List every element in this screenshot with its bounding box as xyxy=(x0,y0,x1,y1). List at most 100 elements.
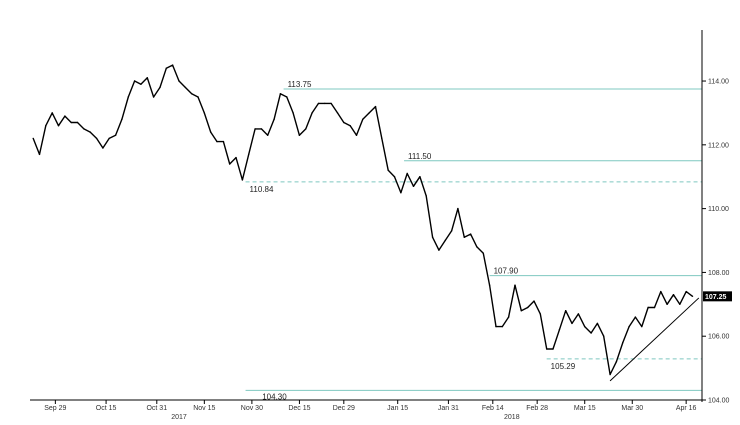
price-point-23 xyxy=(178,80,180,82)
price-point-74 xyxy=(501,325,503,328)
y-tick-label-0: 104.00 xyxy=(708,398,730,405)
level-label-3: 107.90 xyxy=(494,267,519,276)
price-point-79 xyxy=(533,300,535,302)
level-label-2: 110.84 xyxy=(250,185,274,194)
level-label-1: 111.50 xyxy=(408,152,432,161)
price-point-32 xyxy=(235,156,237,159)
price-point-104 xyxy=(691,295,694,297)
last-value-label: 107.25 xyxy=(705,294,727,301)
year-label-0: 2017 xyxy=(171,414,187,421)
x-tick-label-3: Nov 15 xyxy=(193,405,215,412)
y-tick-label-1: 106.00 xyxy=(708,334,730,341)
price-point-90 xyxy=(603,335,605,337)
price-point-41 xyxy=(292,112,294,114)
price-point-21 xyxy=(165,67,167,70)
price-point-60 xyxy=(412,185,415,187)
x-tick-label-0: Sep 29 xyxy=(44,405,66,412)
price-point-87 xyxy=(584,325,586,328)
price-point-28 xyxy=(210,131,212,133)
price-point-55 xyxy=(381,137,383,140)
price-point-48 xyxy=(336,112,339,114)
price-point-45 xyxy=(317,102,320,105)
price-point-35 xyxy=(254,128,256,130)
price-point-46 xyxy=(324,102,326,105)
x-tick-label-11: Mar 15 xyxy=(574,405,596,412)
price-point-8 xyxy=(83,128,85,130)
price-point-69 xyxy=(469,233,472,235)
x-tick-label-5: Dec 15 xyxy=(288,405,310,412)
price-point-37 xyxy=(267,134,269,136)
price-point-31 xyxy=(229,163,231,165)
price-point-80 xyxy=(539,313,541,315)
x-tick-label-1: Oct 15 xyxy=(96,405,117,412)
price-point-75 xyxy=(507,316,510,318)
price-point-5 xyxy=(64,115,66,117)
price-point-26 xyxy=(197,96,199,98)
price-point-78 xyxy=(527,306,529,309)
y-tick-label-4: 112.00 xyxy=(708,142,729,149)
price-point-52 xyxy=(362,118,364,121)
price-point-67 xyxy=(457,207,459,210)
x-tick-label-2: Oct 31 xyxy=(146,405,167,412)
price-point-84 xyxy=(565,310,567,312)
price-point-101 xyxy=(672,294,675,296)
price-point-11 xyxy=(102,147,104,149)
price-point-97 xyxy=(647,306,649,309)
price-point-19 xyxy=(152,96,155,98)
price-point-17 xyxy=(140,83,142,85)
price-point-86 xyxy=(577,313,580,315)
price-point-51 xyxy=(355,134,358,136)
price-point-53 xyxy=(368,112,370,114)
price-point-9 xyxy=(89,131,91,133)
price-point-15 xyxy=(127,96,129,98)
price-point-40 xyxy=(286,96,288,98)
price-point-18 xyxy=(146,77,148,79)
price-point-92 xyxy=(615,361,618,363)
price-point-70 xyxy=(476,246,478,248)
price-point-95 xyxy=(634,316,637,318)
x-tick-label-13: Apr 16 xyxy=(676,405,697,412)
price-point-85 xyxy=(571,322,573,325)
price-point-96 xyxy=(641,325,643,328)
price-point-82 xyxy=(552,348,554,350)
price-point-88 xyxy=(590,332,592,334)
price-series-line-0 xyxy=(32,64,693,376)
price-point-59 xyxy=(406,172,408,175)
level-label-4: 105.29 xyxy=(551,362,576,371)
x-tick-label-10: Feb 28 xyxy=(526,405,548,412)
trendline xyxy=(609,297,700,382)
price-point-1 xyxy=(38,153,41,156)
price-point-13 xyxy=(114,134,117,136)
price-point-94 xyxy=(628,325,630,328)
price-point-103 xyxy=(685,290,687,293)
price-point-3 xyxy=(51,112,53,114)
price-point-64 xyxy=(438,249,440,251)
price-point-39 xyxy=(279,93,282,95)
price-point-33 xyxy=(241,179,244,181)
price-point-65 xyxy=(444,239,446,242)
x-tick-label-7: Jan 15 xyxy=(387,405,408,412)
price-point-0 xyxy=(32,137,34,140)
price-point-22 xyxy=(171,64,174,66)
price-point-58 xyxy=(400,192,402,194)
price-point-6 xyxy=(70,121,72,124)
y-tick-label-3: 110.00 xyxy=(708,206,729,213)
price-point-71 xyxy=(482,252,484,254)
price-point-38 xyxy=(273,118,275,121)
price-point-36 xyxy=(260,128,263,130)
price-point-49 xyxy=(343,121,345,124)
price-point-2 xyxy=(45,125,47,127)
price-point-29 xyxy=(216,140,218,143)
price-point-56 xyxy=(387,169,389,171)
y-tick-label-5: 114.00 xyxy=(708,79,729,86)
price-point-77 xyxy=(520,310,522,312)
price-point-100 xyxy=(666,303,668,305)
price-point-24 xyxy=(184,86,186,89)
price-point-14 xyxy=(121,118,123,121)
x-tick-label-8: Jan 31 xyxy=(438,405,459,412)
price-point-10 xyxy=(95,137,98,140)
x-tick-label-6: Dec 29 xyxy=(333,405,355,412)
price-point-4 xyxy=(57,125,60,127)
price-point-47 xyxy=(330,102,332,105)
